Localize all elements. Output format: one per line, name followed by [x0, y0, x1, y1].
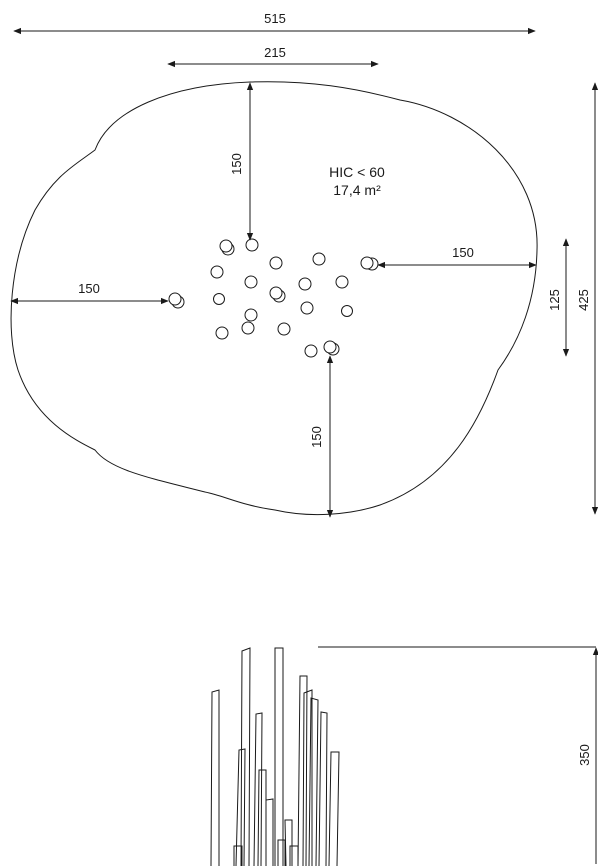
- dim-label-right-clearance: 150: [452, 245, 474, 260]
- posts-elevation: [211, 648, 339, 866]
- post: [216, 327, 228, 339]
- post: [342, 306, 353, 317]
- post: [278, 323, 290, 335]
- post: [313, 253, 325, 265]
- elevation-post: [319, 712, 327, 866]
- posts-plan: [169, 239, 378, 357]
- dim-label-bottom-clearance: 150: [309, 426, 324, 448]
- post: [324, 341, 336, 353]
- post: [301, 302, 313, 314]
- elevation-post: [329, 752, 339, 866]
- post: [220, 240, 232, 252]
- post: [242, 322, 254, 334]
- dim-label-top-clearance: 150: [229, 153, 244, 175]
- elevation-post: [285, 820, 292, 866]
- dim-label-overall-width: 515: [264, 11, 286, 26]
- post: [270, 287, 282, 299]
- post: [246, 239, 258, 251]
- elevation-post: [241, 648, 250, 866]
- dim-label-inner-width: 215: [264, 45, 286, 60]
- elevation-post-base: [290, 846, 298, 866]
- post: [305, 345, 317, 357]
- elevation-post-base: [278, 840, 285, 866]
- dim-label-cluster-depth: 125: [547, 289, 562, 311]
- post: [211, 266, 223, 278]
- elevation-post: [275, 648, 283, 866]
- post: [299, 278, 311, 290]
- elevation-post: [211, 690, 219, 866]
- elevation-post: [298, 676, 307, 866]
- elevation-post: [309, 698, 318, 866]
- post: [361, 257, 373, 269]
- dim-label-left-clearance: 150: [78, 281, 100, 296]
- post: [214, 294, 225, 305]
- post: [336, 276, 348, 288]
- post: [169, 293, 181, 305]
- post: [270, 257, 282, 269]
- dim-label-height: 350: [577, 744, 592, 766]
- dim-label-overall-depth: 425: [576, 289, 591, 311]
- post: [245, 276, 257, 288]
- hic-note: HIC < 60: [329, 164, 385, 180]
- area-note: 17,4 m²: [333, 182, 381, 198]
- elevation-post: [236, 749, 245, 866]
- elevation-post: [266, 799, 273, 866]
- post: [245, 309, 257, 321]
